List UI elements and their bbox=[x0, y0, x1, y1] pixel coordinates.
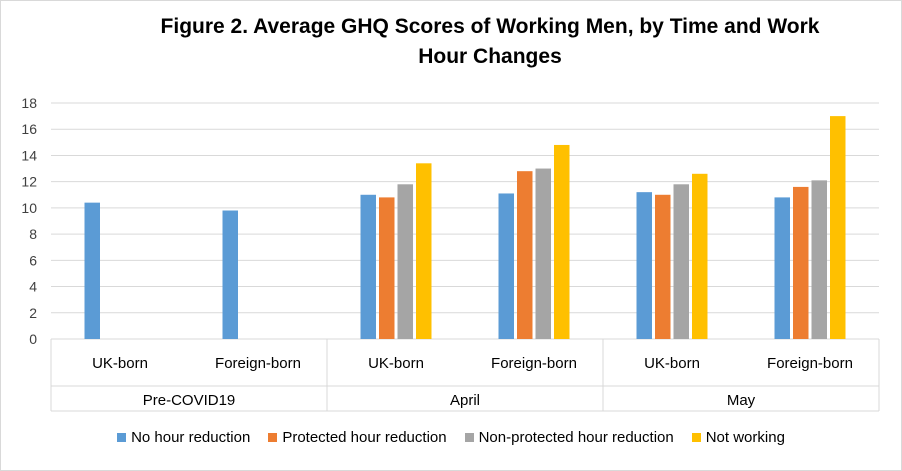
chart-title-line-1: Figure 2. Average GHQ Scores of Working … bbox=[160, 15, 820, 38]
bar bbox=[379, 197, 395, 339]
legend-item: Protected hour reduction bbox=[268, 429, 447, 446]
y-tick-label: 16 bbox=[21, 121, 37, 137]
bar bbox=[84, 202, 100, 339]
bar bbox=[636, 192, 652, 339]
bar bbox=[655, 194, 671, 339]
bar bbox=[535, 168, 551, 339]
y-tick-label: 2 bbox=[29, 305, 37, 321]
legend-item: No hour reduction bbox=[117, 429, 250, 446]
legend-label: Protected hour reduction bbox=[282, 429, 447, 446]
category-label: Foreign-born bbox=[215, 355, 301, 372]
chart-title-line-2: Hour Changes bbox=[418, 45, 562, 68]
legend-swatch bbox=[268, 433, 278, 442]
group-label: April bbox=[450, 392, 480, 409]
y-tick-label: 4 bbox=[29, 279, 37, 295]
chart-legend: No hour reduction Protected hour reductio… bbox=[0, 429, 902, 446]
category-label: UK-born bbox=[92, 355, 148, 372]
bar bbox=[554, 144, 570, 339]
bar bbox=[360, 194, 376, 339]
y-tick-label: 18 bbox=[21, 95, 37, 111]
legend-item: Non-protected hour reduction bbox=[464, 429, 674, 446]
category-label: UK-born bbox=[368, 355, 424, 372]
category-label: Foreign-born bbox=[767, 355, 853, 372]
bar bbox=[673, 184, 689, 339]
bar bbox=[774, 197, 790, 339]
bar bbox=[517, 171, 533, 339]
y-tick-label: 14 bbox=[21, 147, 37, 163]
bar bbox=[498, 193, 514, 339]
bar bbox=[416, 163, 432, 339]
legend-item: Not working bbox=[691, 429, 785, 446]
y-tick-label: 8 bbox=[29, 226, 37, 242]
y-tick-label: 0 bbox=[29, 331, 37, 347]
bar bbox=[811, 180, 827, 339]
legend-swatch bbox=[117, 433, 127, 442]
y-tick-label: 6 bbox=[29, 252, 37, 268]
category-label: Foreign-born bbox=[491, 355, 577, 372]
group-label: Pre-COVID19 bbox=[143, 392, 236, 409]
bar bbox=[830, 116, 846, 339]
group-label: May bbox=[727, 392, 756, 409]
y-tick-label: 12 bbox=[21, 174, 37, 190]
bar bbox=[397, 184, 413, 339]
category-label: UK-born bbox=[644, 355, 700, 372]
chart-title: Figure 2. Average GHQ Scores of Working … bbox=[90, 12, 890, 72]
legend-swatch bbox=[464, 433, 474, 442]
legend-label: Non-protected hour reduction bbox=[478, 429, 674, 446]
legend-label: Not working bbox=[705, 429, 785, 446]
legend-label: No hour reduction bbox=[131, 429, 251, 446]
legend-swatch bbox=[691, 433, 701, 442]
bar bbox=[222, 210, 238, 339]
bar bbox=[793, 186, 809, 339]
y-tick-label: 10 bbox=[21, 200, 37, 216]
bar bbox=[692, 173, 708, 339]
